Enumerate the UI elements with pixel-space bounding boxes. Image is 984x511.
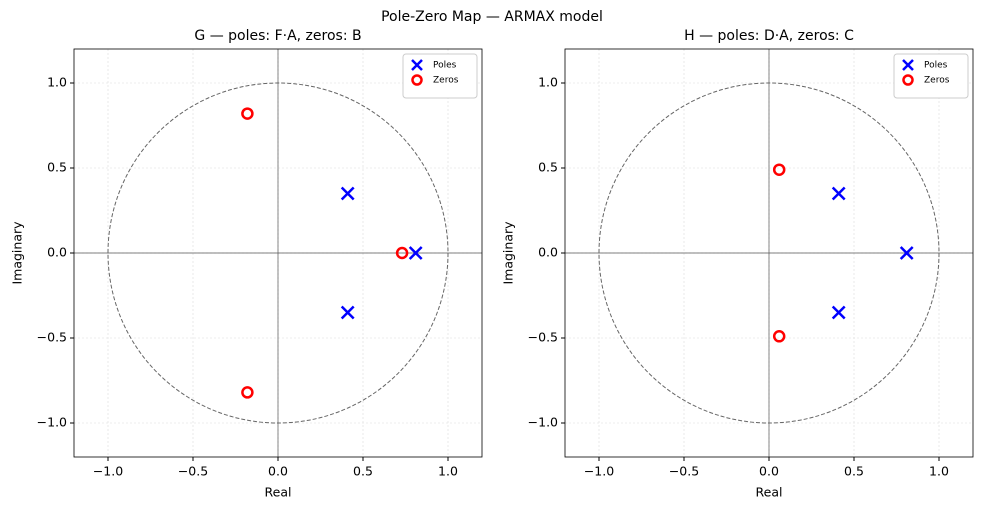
- x-tick-label: 0.5: [353, 464, 373, 479]
- y-tick-label: −0.5: [37, 330, 67, 345]
- legend-box: [893, 53, 969, 99]
- plot-frame: [73, 48, 483, 458]
- unit-circle: [107, 82, 449, 424]
- zero-marker: [241, 386, 254, 399]
- y-tick-label: 1.0: [538, 75, 558, 90]
- x-tick-label: −1.0: [93, 464, 123, 479]
- x-tick-label: 0.5: [844, 464, 864, 479]
- y-axis-label: Imaginary: [501, 221, 516, 285]
- legend-label: Zeros: [433, 76, 459, 86]
- chart-title: H — poles: D·A, zeros: C: [684, 28, 854, 44]
- zero-marker: [772, 330, 786, 343]
- pole-marker: [411, 59, 423, 71]
- y-tick-label: 0.5: [538, 160, 558, 175]
- pole-marker: [902, 59, 914, 71]
- x-axis-label: Real: [265, 485, 292, 500]
- plot-frame: [564, 48, 974, 458]
- pole-marker: [408, 246, 423, 260]
- pole-marker: [831, 305, 846, 320]
- x-tick-label: 0.0: [268, 464, 288, 479]
- x-tick-label: 1.0: [929, 464, 949, 479]
- legend-label: Poles: [433, 61, 457, 71]
- zero-marker: [241, 107, 254, 120]
- axes: −1.0 −0.5 0.0 0.5 1.0 −1.0 −0.5 0.0 0.5 1.0 G — po…: [10, 28, 483, 500]
- y-axis-label: Imaginary: [10, 221, 25, 285]
- pole-marker: [899, 246, 914, 260]
- y-tick-label: −1.0: [37, 415, 67, 430]
- chart-title: G — poles: F·A, zeros: B: [194, 28, 361, 44]
- x-tick-label: −0.5: [178, 464, 208, 479]
- legend-box: [402, 53, 478, 99]
- zero-marker: [902, 74, 914, 86]
- x-tick-label: 1.0: [438, 464, 458, 479]
- pole-marker: [340, 186, 355, 201]
- pole-marker: [340, 305, 355, 320]
- legend-label: Poles: [924, 61, 948, 71]
- y-tick-label: 0.5: [47, 160, 67, 175]
- x-tick-label: 0.0: [759, 464, 779, 479]
- y-tick-label: −1.0: [528, 415, 558, 430]
- x-tick-label: −1.0: [584, 464, 614, 479]
- x-axis-label: Real: [756, 485, 783, 500]
- zero-marker: [395, 246, 409, 260]
- y-tick-label: 0.0: [47, 245, 67, 260]
- axes: −1.0 −0.5 0.0 0.5 1.0 −1.0 −0.5 0.0 0.5 1.0 H — po…: [501, 28, 974, 500]
- y-tick-label: 1.0: [47, 75, 67, 90]
- figure-title: Pole-Zero Map — ARMAX model: [381, 9, 603, 25]
- legend-label: Zeros: [924, 76, 950, 86]
- x-tick-label: −0.5: [669, 464, 699, 479]
- zero-marker: [772, 163, 786, 176]
- unit-circle: [598, 82, 940, 424]
- pole-marker: [831, 186, 846, 201]
- y-tick-label: −0.5: [528, 330, 558, 345]
- y-tick-label: 0.0: [538, 245, 558, 260]
- zero-marker: [411, 74, 423, 86]
